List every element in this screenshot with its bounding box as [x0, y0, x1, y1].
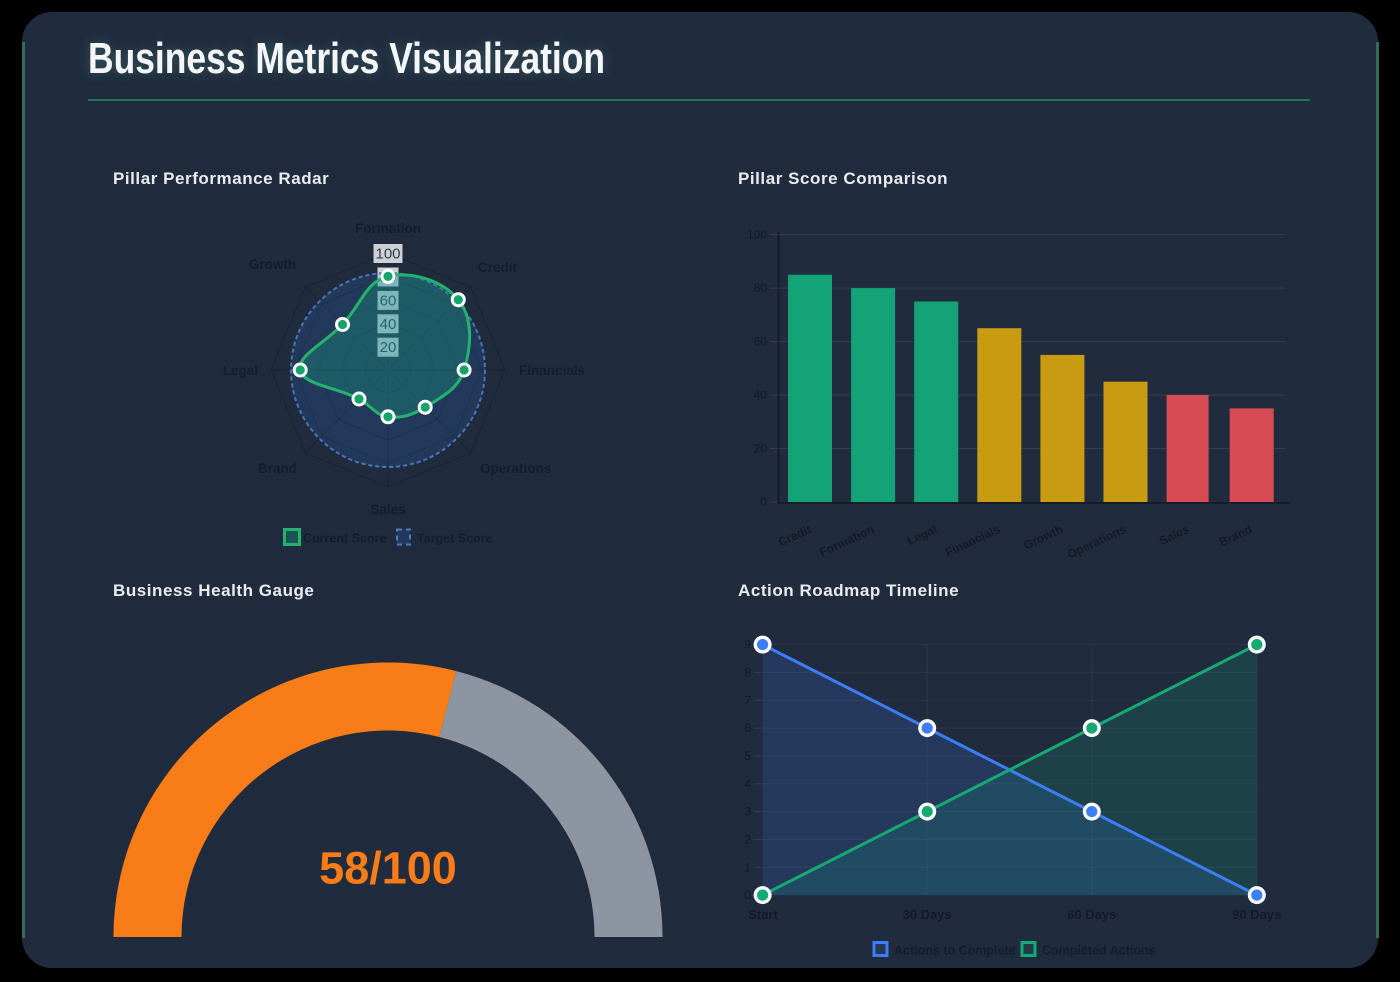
svg-text:Current Score: Current Score: [303, 532, 386, 546]
svg-text:Credit: Credit: [776, 522, 813, 549]
svg-text:Start: Start: [748, 907, 778, 922]
svg-text:Operations: Operations: [1065, 522, 1129, 562]
svg-text:3: 3: [744, 805, 751, 819]
svg-text:30 Days: 30 Days: [903, 907, 952, 922]
svg-text:1: 1: [744, 860, 751, 874]
svg-text:60 Days: 60 Days: [1067, 907, 1116, 922]
svg-text:Brand: Brand: [258, 461, 297, 476]
svg-text:80: 80: [754, 281, 768, 295]
svg-text:8: 8: [744, 665, 751, 679]
svg-text:Actions to Complete: Actions to Complete: [894, 944, 1016, 958]
svg-text:100: 100: [375, 246, 400, 263]
svg-text:Growth: Growth: [1021, 522, 1065, 552]
svg-text:60: 60: [380, 292, 397, 309]
svg-text:20: 20: [380, 339, 397, 356]
svg-text:20: 20: [754, 442, 768, 456]
svg-text:Financials: Financials: [519, 363, 585, 378]
svg-text:Formation: Formation: [817, 522, 876, 559]
svg-text:Completed Actions: Completed Actions: [1042, 944, 1155, 958]
svg-text:0: 0: [744, 888, 751, 902]
svg-text:Sales: Sales: [370, 502, 405, 517]
svg-text:Growth: Growth: [249, 257, 296, 272]
svg-text:Brand: Brand: [1217, 522, 1254, 549]
svg-text:60: 60: [754, 335, 768, 349]
svg-text:9: 9: [744, 638, 751, 652]
svg-text:90 Days: 90 Days: [1232, 907, 1281, 922]
svg-text:Target Score: Target Score: [417, 532, 493, 546]
svg-text:5: 5: [744, 749, 751, 763]
svg-text:7: 7: [744, 693, 751, 707]
svg-text:Financials: Financials: [943, 522, 1002, 560]
svg-text:2: 2: [744, 832, 751, 846]
svg-text:Credit: Credit: [478, 260, 518, 275]
svg-text:0: 0: [760, 495, 767, 509]
svg-text:6: 6: [744, 721, 751, 735]
svg-text:Legal: Legal: [905, 522, 939, 548]
svg-text:40: 40: [380, 316, 397, 333]
svg-text:4: 4: [744, 777, 751, 791]
svg-text:Formation: Formation: [355, 221, 421, 236]
svg-text:40: 40: [754, 388, 768, 402]
svg-text:Operations: Operations: [480, 461, 551, 476]
svg-text:Legal: Legal: [223, 363, 258, 378]
svg-text:100: 100: [747, 228, 767, 242]
svg-text:Sales: Sales: [1157, 522, 1192, 548]
svg-text:58/100: 58/100: [319, 843, 457, 894]
